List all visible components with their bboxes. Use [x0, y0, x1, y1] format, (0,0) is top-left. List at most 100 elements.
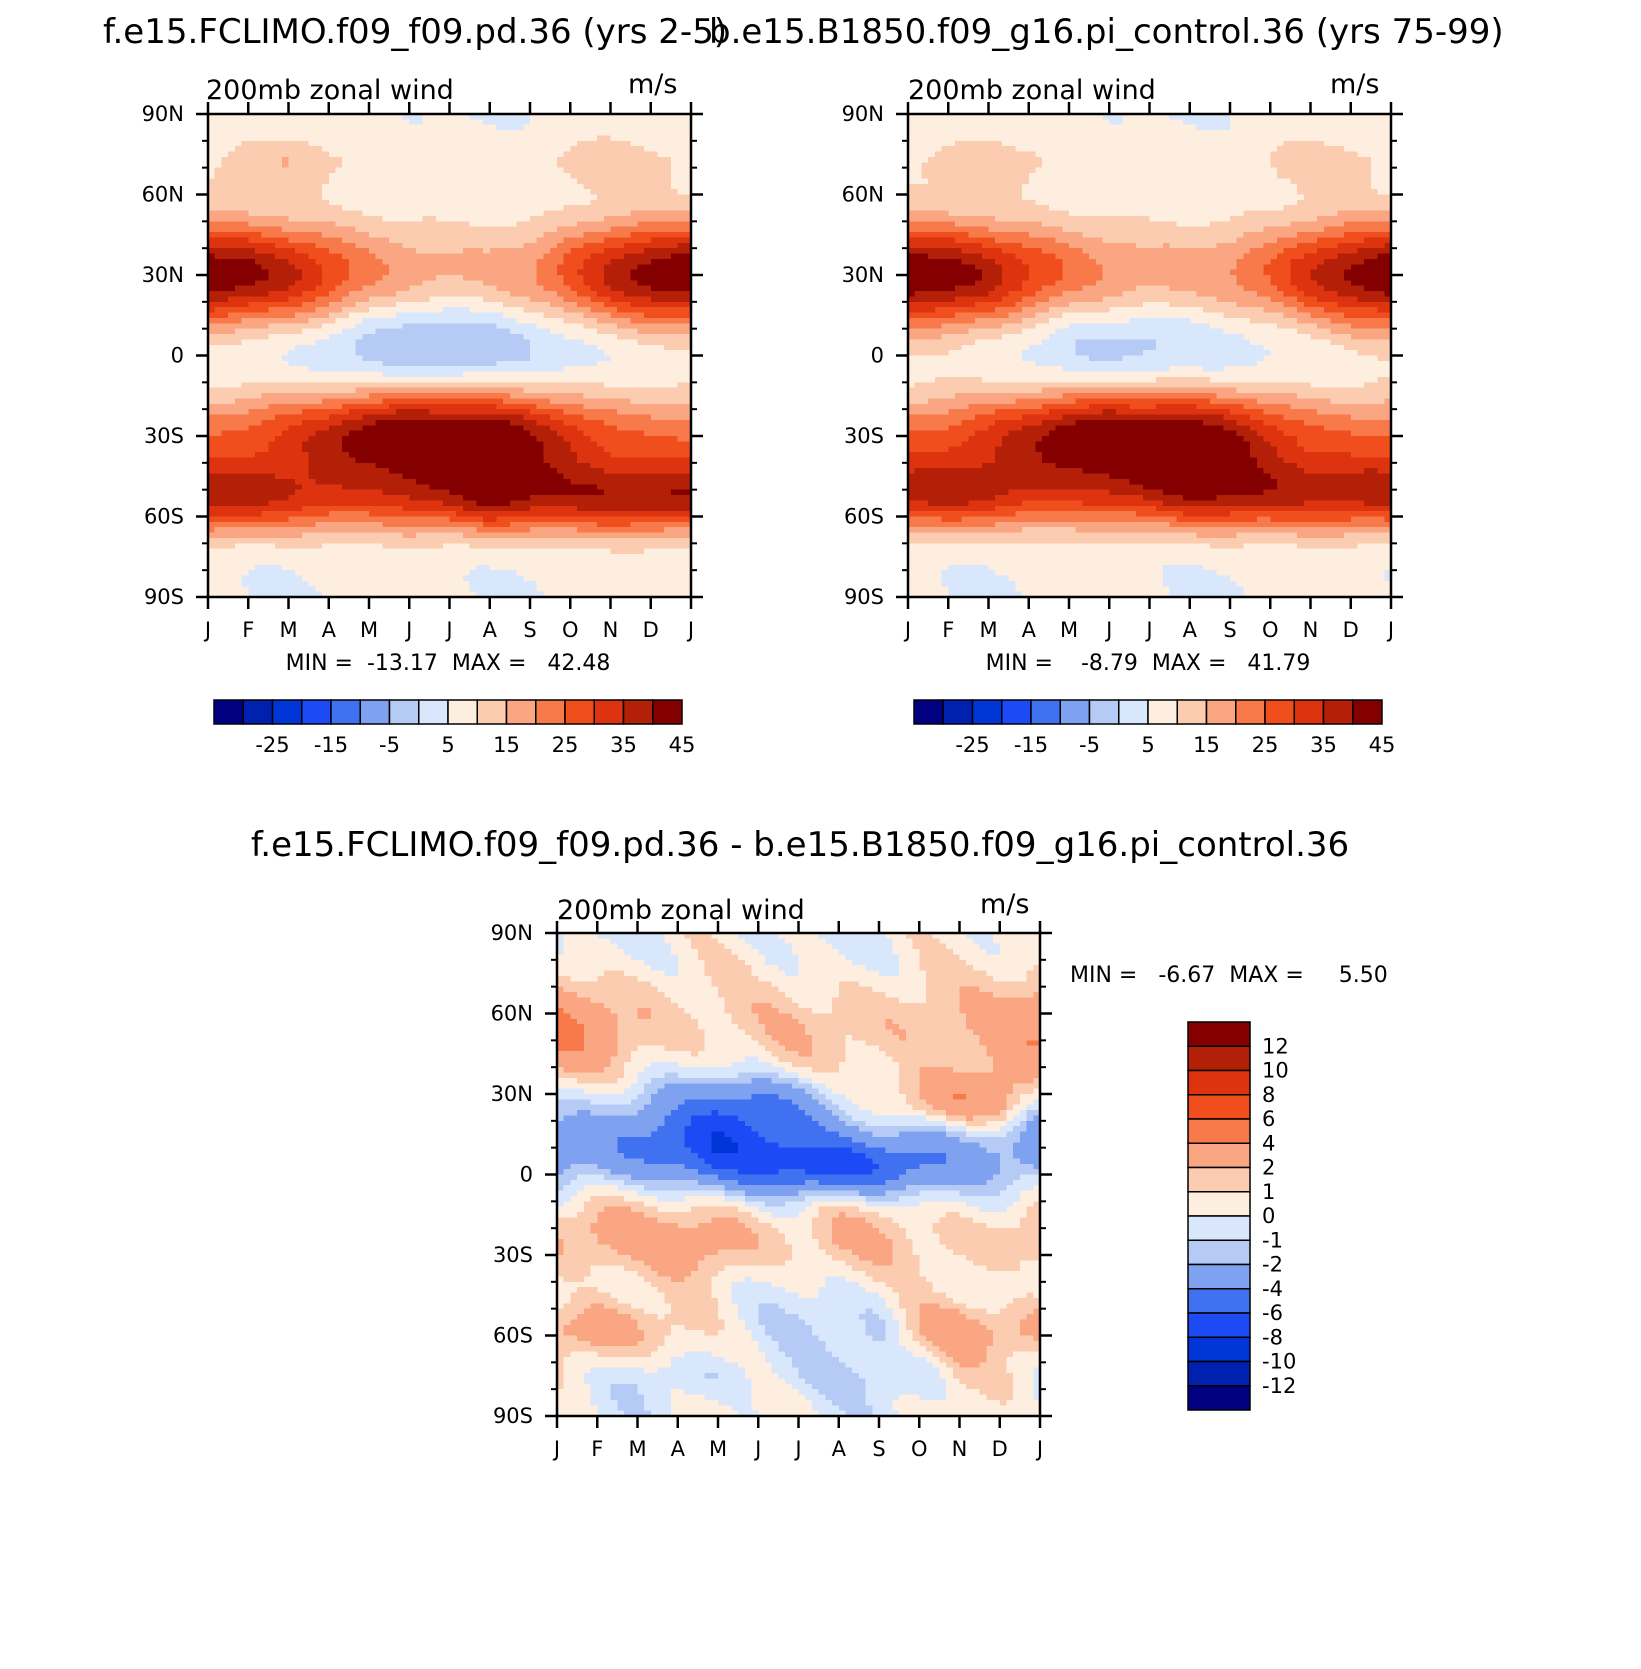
colorbar-swatch: [1059, 699, 1091, 725]
y-tick-label: 0: [171, 344, 184, 368]
colorbar-label: -4: [1262, 1277, 1283, 1301]
panel2-variable-label: 200mb zonal wind: [908, 75, 1156, 106]
colorbar-swatch: [942, 699, 974, 725]
y-tick-label: 90S: [144, 585, 184, 609]
x-tick-label: D: [1343, 618, 1359, 642]
x-tick-label: J: [753, 1437, 761, 1461]
colorbar-swatch: [447, 699, 478, 725]
x-tick-label: A: [832, 1437, 847, 1461]
colorbar-label: 8: [1262, 1083, 1275, 1107]
colorbar-swatch: [1264, 699, 1295, 725]
panel3-minmax: MIN = -6.67 MAX = 5.50: [1070, 963, 1388, 988]
x-tick-label: O: [911, 1437, 928, 1461]
y-tick-label: 60N: [142, 183, 184, 207]
panel2-minmax: MIN = -8.79 MAX = 41.79: [986, 651, 1311, 676]
colorbar-label: 12: [1262, 1034, 1289, 1058]
colorbar-swatch: [1176, 699, 1208, 725]
colorbar-swatch: [359, 699, 391, 725]
x-tick-label: A: [1183, 618, 1198, 642]
colorbar-label: -8: [1262, 1325, 1283, 1349]
x-tick-label: J: [686, 618, 694, 642]
colorbar-swatch: [505, 699, 537, 725]
colorbar-swatch: [1352, 699, 1383, 725]
panel1-variable-label: 200mb zonal wind: [206, 75, 454, 106]
colorbar-swatch: [1187, 1166, 1251, 1193]
colorbar-swatch: [1187, 1069, 1251, 1096]
x-tick-label: N: [1303, 618, 1319, 642]
colorbar-swatch: [971, 699, 1003, 725]
colorbar-swatch: [1001, 699, 1032, 725]
y-tick-label: 90S: [493, 1404, 533, 1428]
x-tick-label: S: [1223, 618, 1236, 642]
colorbar-swatch: [330, 699, 361, 725]
contour-fill: [908, 114, 1392, 598]
x-tick-label: J: [793, 1437, 801, 1461]
x-tick-label: D: [643, 618, 659, 642]
panel1-title: f.e15.FCLIMO.f09_f09.pd.36 (yrs 2-5): [103, 12, 727, 52]
colorbar-label: 5: [441, 733, 454, 757]
colorbar-swatch: [622, 699, 654, 725]
panel1-colorbar: -25 -15 -5 5 15 25 35 45: [213, 699, 696, 757]
colorbar-swatch: [388, 699, 420, 725]
colorbar-swatch: [1205, 699, 1237, 725]
y-tick-label: 30S: [144, 424, 184, 448]
colorbar-label: 45: [1369, 733, 1396, 757]
x-tick-label: A: [1022, 618, 1037, 642]
x-tick-label: S: [523, 618, 536, 642]
colorbar-label: -15: [1014, 733, 1048, 757]
colorbar-swatch: [213, 699, 244, 725]
y-tick-label: 30N: [142, 263, 184, 287]
x-tick-label: M: [1060, 618, 1078, 642]
colorbar-swatch: [1088, 699, 1120, 725]
x-tick-label: J: [444, 618, 452, 642]
colorbar-swatch: [1187, 1215, 1251, 1241]
x-tick-label: J: [903, 618, 911, 642]
x-tick-label: A: [322, 618, 337, 642]
colorbar-swatch: [1187, 1191, 1251, 1217]
colorbar-swatch: [1187, 1239, 1251, 1266]
y-tick-label: 30N: [842, 263, 884, 287]
colorbar-swatch: [1293, 699, 1325, 725]
y-tick-label: 90N: [142, 102, 184, 126]
panel2-units-label: m/s: [1330, 69, 1379, 100]
colorbar-label: 1: [1262, 1180, 1275, 1204]
y-tick-label: 30S: [844, 424, 884, 448]
colorbar-swatch: [652, 699, 683, 725]
y-tick-label: 30N: [491, 1082, 533, 1106]
colorbar-label: 25: [1252, 733, 1279, 757]
x-tick-label: J: [1386, 618, 1394, 642]
colorbar-label: 15: [493, 733, 520, 757]
colorbar-swatch: [1187, 1312, 1251, 1338]
panel3-units-label: m/s: [980, 889, 1029, 920]
x-tick-label: N: [603, 618, 619, 642]
x-tick-label: M: [360, 618, 378, 642]
colorbar-label: -1: [1262, 1228, 1283, 1252]
colorbar-label: 25: [552, 733, 579, 757]
x-tick-label: M: [709, 1437, 727, 1461]
colorbar-swatch: [1187, 1045, 1251, 1072]
y-tick-label: 30S: [493, 1243, 533, 1267]
colorbar-label: 45: [669, 733, 696, 757]
colorbar-swatch: [564, 699, 595, 725]
x-tick-label: F: [242, 618, 254, 642]
colorbar-swatch: [418, 699, 449, 725]
x-tick-label: M: [979, 618, 997, 642]
colorbar-label: 4: [1262, 1131, 1275, 1155]
colorbar-label: 2: [1262, 1156, 1275, 1180]
colorbar-swatch: [1187, 1094, 1251, 1120]
panel1-units-label: m/s: [628, 69, 677, 100]
x-tick-label: F: [591, 1437, 603, 1461]
contour-fill: [557, 933, 1041, 1417]
panel3-title: f.e15.FCLIMO.f09_f09.pd.36 - b.e15.B1850…: [251, 825, 1349, 865]
y-tick-label: 60N: [491, 1002, 533, 1026]
colorbar-swatch: [1187, 1288, 1251, 1314]
colorbar-label: -5: [1079, 733, 1100, 757]
colorbar-swatch: [1187, 1021, 1251, 1047]
colorbar-swatch: [593, 699, 625, 725]
x-tick-label: A: [671, 1437, 686, 1461]
colorbar-swatch: [1187, 1336, 1251, 1363]
